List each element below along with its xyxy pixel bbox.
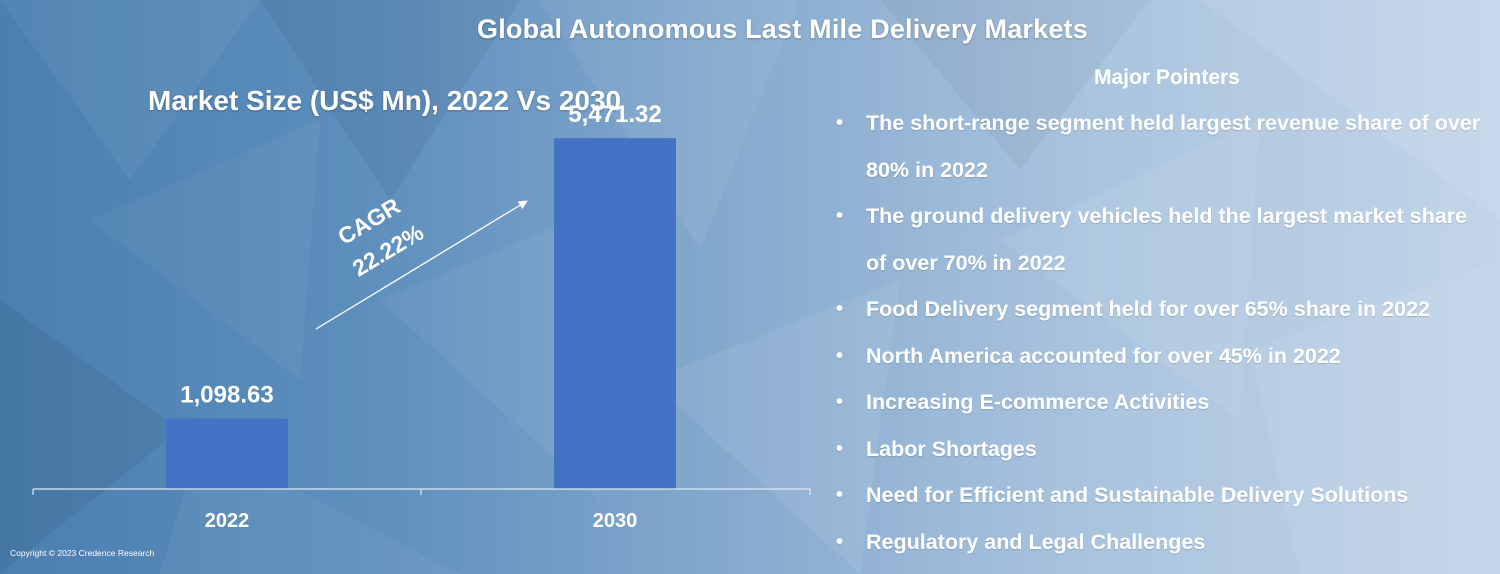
pointer-item: • Increasing E-commerce Activities [836,379,1486,426]
pointers-list: • The short-range segment held largest re… [836,100,1486,565]
pointer-text: The short-range segment held largest rev… [866,111,1481,182]
x-tick-label-2022: 2022 [205,510,250,532]
cagr-annotation: CAGR 22.22% [315,192,528,330]
pointer-text: Need for Efficient and Sustainable Deliv… [866,483,1409,507]
chart-title: Market Size (US$ Mn), 2022 Vs 2030 [148,85,622,116]
pointer-text: The ground delivery vehicles held the la… [866,204,1468,275]
copyright: Copyright © 2023 Credence Research [10,548,155,558]
data-label-2030: 5,471.32 [568,101,661,128]
pointer-item: • Food Delivery segment held for over 65%… [836,286,1486,333]
pointer-item: • Need for Efficient and Sustainable Deli… [836,472,1486,519]
pointer-text: Food Delivery segment held for over 65% … [866,297,1430,321]
pointer-item: • The short-range segment held largest re… [836,100,1486,193]
pointers-title: Major Pointers [1094,66,1240,89]
bullet-icon: • [836,298,844,320]
pointer-item: • Regulatory and Legal Challenges [836,519,1486,566]
pointer-text: North America accounted for over 45% in … [866,343,1341,368]
data-label-2022: 1,098.63 [180,382,273,409]
cagr-arrow [315,200,528,330]
chart-bars [166,138,676,489]
chart-labels: 1,098.63 2022 5,471.32 2030 [180,101,661,532]
page-title: Global Autonomous Last Mile Delivery Mar… [477,14,1088,44]
pointer-text: Increasing E-commerce Activities [866,390,1210,414]
bar-chart: 1,098.63 2022 5,471.32 2030 CAGR 22.22% [32,101,811,532]
x-tick-label-2030: 2030 [593,510,638,532]
bullet-icon: • [836,530,844,553]
pointer-text: Regulatory and Legal Challenges [866,529,1206,554]
bullet-icon: • [836,437,844,460]
bullet-icon: • [836,344,844,367]
pointer-text: Labor Shortages [866,436,1037,461]
bullet-icon: • [836,484,844,506]
bullet-icon: • [836,391,844,413]
pointer-item: • North America accounted for over 45% in… [836,333,1486,380]
bar-2022 [166,418,288,489]
bullet-icon: • [836,205,844,227]
bar-2030 [554,138,676,489]
bullet-icon: • [836,112,844,134]
pointer-item: • Labor Shortages [836,426,1486,473]
pointer-item: • The ground delivery vehicles held the l… [836,193,1486,286]
